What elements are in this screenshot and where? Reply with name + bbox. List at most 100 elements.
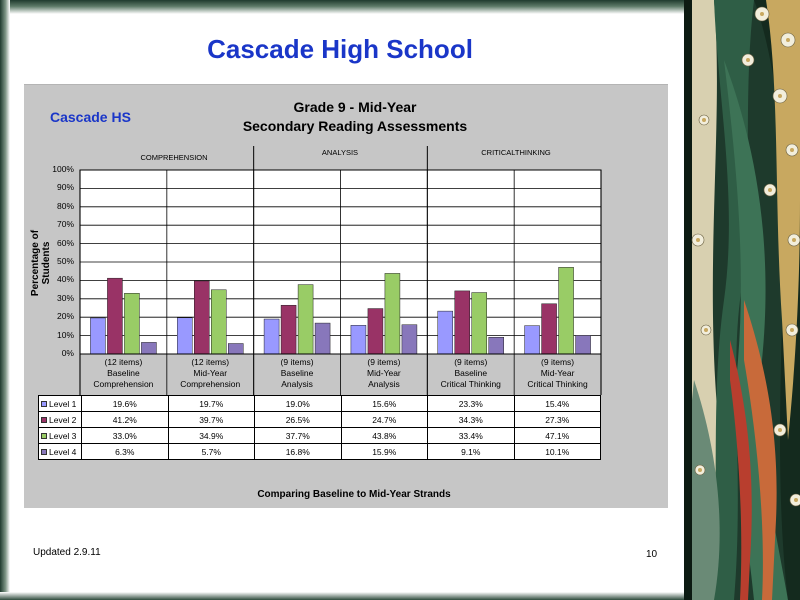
table-cell: 27.3% <box>513 411 601 428</box>
bar-level-1 <box>177 317 193 355</box>
table-cell: 15.4% <box>513 395 601 412</box>
category-label-line: (9 items) <box>280 357 314 367</box>
category-label-line: Comprehension <box>93 379 154 389</box>
bar-level-2 <box>107 277 123 355</box>
school-label: Cascade HS <box>50 109 131 125</box>
y-tick-label: 20% <box>56 311 74 322</box>
table-cell: 15.6% <box>340 395 428 412</box>
plot-frame <box>79 169 602 355</box>
table-row: Level 2 41.2% 39.7% 26.5% 24.7% 34.3% 27.3% <box>38 411 601 428</box>
page-number: 10 <box>646 549 658 560</box>
legend-swatch <box>41 449 47 456</box>
bar-level-3 <box>558 267 574 355</box>
table-cell: 37.7% <box>254 427 342 444</box>
slide-frame-bottom <box>0 592 688 600</box>
y-tick-label: 100% <box>52 164 74 174</box>
legend-entry: Level 3 <box>38 427 82 444</box>
y-tick-label: 0% <box>61 348 74 358</box>
category-label: (9 items) Mid-Year Critical Thinking <box>515 357 601 390</box>
category-label: (12 items) Baseline Comprehension <box>80 357 166 390</box>
chart-title-line-2: Secondary Reading Assessments <box>242 118 468 134</box>
y-tick-label: 30% <box>56 292 74 303</box>
chart-footer: Comparing Baseline to Mid-Year Strands <box>257 489 451 500</box>
category-label: (9 items) Baseline Analysis <box>254 357 340 390</box>
category-label-line: Baseline <box>107 368 140 378</box>
bar-level-1 <box>524 325 540 355</box>
table-cell: 19.7% <box>167 395 255 412</box>
legend-label: Level 1 <box>49 398 77 409</box>
bar-level-3 <box>211 289 227 355</box>
category-label-line: (9 items) <box>541 357 575 367</box>
legend-swatch <box>41 433 47 440</box>
bar-level-3 <box>124 293 140 355</box>
table-cell: 24.7% <box>340 411 428 428</box>
y-tick-label: 50% <box>56 256 74 266</box>
category-label-line: Analysis <box>281 379 313 389</box>
category-label: (9 items) Baseline Critical Thinking <box>428 357 514 390</box>
legend-entry: Level 1 <box>38 395 82 412</box>
table-cell: 19.6% <box>81 395 169 412</box>
table-cell: 15.9% <box>340 443 428 460</box>
table-row: Level 1 19.6% 19.7% 19.0% 15.6% 23.3% 15.4% <box>38 395 601 412</box>
bar-level-4 <box>228 343 244 355</box>
category-label-line: Analysis <box>368 379 400 389</box>
table-cell: 16.8% <box>254 443 342 460</box>
chart-title: Grade 9 - Mid-Year Secondary Reading Ass… <box>200 98 510 136</box>
table-cell: 9.1% <box>427 443 515 460</box>
table-cell: 43.8% <box>340 427 428 444</box>
category-label-line: Mid-Year <box>193 368 228 378</box>
legend-label: Level 4 <box>49 446 77 457</box>
category-label-line: (12 items) <box>191 357 230 367</box>
table-cell: 41.2% <box>81 411 169 428</box>
y-tick-label: 90% <box>56 182 74 193</box>
table-cell: 39.7% <box>167 411 255 428</box>
bar-level-4 <box>488 337 504 355</box>
slide-title: Cascade High School <box>207 34 473 64</box>
bar-level-2 <box>367 308 384 355</box>
updated-date: Updated 2.9.11 <box>33 547 101 558</box>
category-label-line: (9 items) <box>367 357 401 367</box>
bar-level-4 <box>401 324 418 355</box>
category-label-line: Mid-Year <box>540 368 575 378</box>
strand-label-analysis: ANALYSIS <box>321 148 359 157</box>
slide-frame-left <box>0 0 10 600</box>
y-tick-label: 70% <box>56 219 74 230</box>
category-label-line: Mid-Year <box>367 368 401 378</box>
table-cell: 33.4% <box>427 427 515 444</box>
strand-label-comprehension: COMPREHENSION <box>140 153 208 162</box>
chart-title-line-1: Grade 9 - Mid-Year <box>293 99 417 115</box>
category-label-line: Critical Thinking <box>527 379 588 389</box>
table-row: Level 3 33.0% 34.9% 37.7% 43.8% 33.4% 47.1% <box>38 427 601 444</box>
bar-level-4 <box>575 335 591 355</box>
legend-label: Level 2 <box>49 414 77 425</box>
bar-level-2 <box>280 304 297 355</box>
bar-level-1 <box>437 310 453 355</box>
bar-level-1 <box>90 317 106 355</box>
bar-level-4 <box>141 342 157 355</box>
table-cell: 23.3% <box>427 395 515 412</box>
y-tick-label: 80% <box>56 200 74 211</box>
category-label: (9 items) Mid-Year Analysis <box>341 357 427 390</box>
bar-level-4 <box>314 322 331 355</box>
decorative-side-panel <box>684 0 800 600</box>
y-tick-label: 10% <box>56 329 74 340</box>
table-cell: 34.9% <box>167 427 255 444</box>
category-label-line: (12 items) <box>104 357 143 367</box>
category-label-line: Critical Thinking <box>440 379 501 389</box>
data-table: Level 1 19.6% 19.7% 19.0% 15.6% 23.3% 15.4% Lev… <box>38 395 601 460</box>
table-cell: 47.1% <box>513 427 601 444</box>
bar-level-1 <box>263 318 280 355</box>
legend-entry: Level 4 <box>38 443 82 460</box>
table-cell: 33.0% <box>81 427 169 444</box>
category-label-line: (9 items) <box>454 357 488 367</box>
table-cell: 19.0% <box>254 395 342 412</box>
bar-level-2 <box>541 303 557 355</box>
legend-swatch <box>41 417 47 424</box>
category-label-line: Baseline <box>454 368 488 378</box>
legend-label: Level 3 <box>49 430 77 441</box>
y-tick-label: 60% <box>56 237 74 248</box>
table-cell: 34.3% <box>427 411 515 428</box>
legend-swatch <box>41 401 47 408</box>
category-label: (12 items) Mid-Year Comprehension <box>167 357 253 390</box>
bar-level-2 <box>194 280 210 355</box>
